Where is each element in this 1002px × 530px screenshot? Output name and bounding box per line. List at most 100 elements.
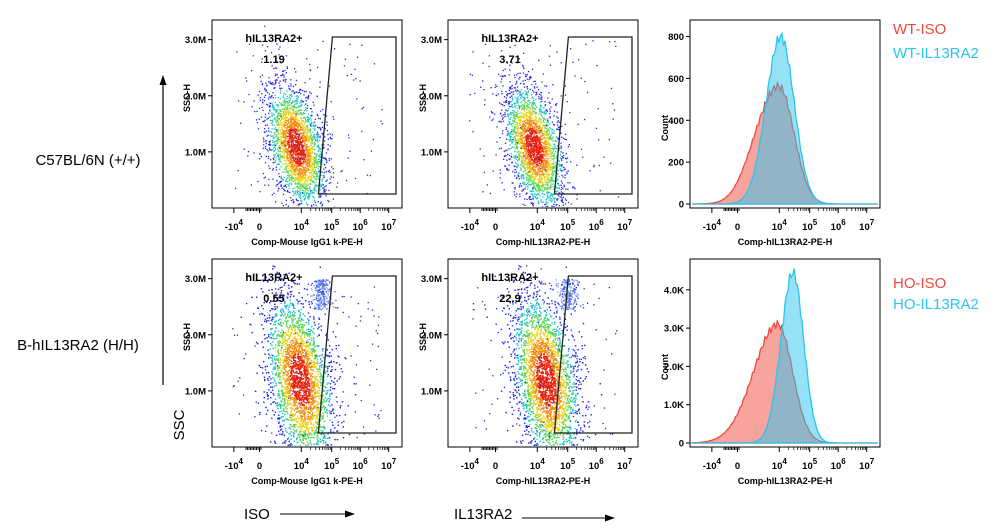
event-dot	[284, 136, 286, 138]
event-dot	[291, 221, 292, 222]
event-dot	[317, 166, 319, 168]
event-dot	[530, 137, 533, 139]
event-dot	[505, 127, 508, 129]
event-dot	[319, 136, 321, 139]
event-dot	[329, 145, 331, 147]
event-dot	[543, 150, 545, 153]
event-dot	[551, 138, 554, 140]
event-dot	[548, 179, 550, 181]
event-dot	[271, 124, 274, 126]
event-dot	[274, 134, 276, 136]
event-dot	[506, 94, 508, 96]
event-dot	[290, 98, 292, 100]
event-dot	[322, 184, 324, 186]
event-dot	[520, 94, 522, 96]
event-dot	[561, 164, 563, 166]
event-dot	[276, 121, 278, 123]
event-dot	[296, 178, 298, 180]
event-dot	[318, 196, 320, 198]
event-dot	[295, 157, 297, 159]
event-dot	[354, 68, 356, 70]
event-dot	[288, 155, 291, 157]
event-dot	[534, 195, 536, 197]
event-dot	[551, 170, 553, 173]
event-dot	[508, 93, 510, 95]
event-dot	[521, 116, 524, 118]
event-dot	[556, 155, 558, 157]
event-dot	[307, 159, 309, 161]
event-dot	[547, 225, 548, 226]
event-dot	[532, 110, 534, 112]
event-dot	[527, 161, 529, 164]
event-dot	[269, 110, 271, 112]
event-dot	[291, 105, 294, 108]
event-dot	[263, 144, 265, 146]
event-dot	[303, 142, 306, 145]
event-dot	[294, 174, 296, 176]
event-dot	[552, 155, 554, 157]
event-dot	[509, 92, 511, 95]
event-dot	[268, 178, 270, 181]
event-dot	[300, 183, 302, 186]
event-dot	[521, 145, 523, 147]
event-dot	[313, 165, 315, 167]
event-dot	[273, 132, 275, 134]
event-dot	[297, 162, 299, 165]
event-dot	[285, 152, 287, 154]
event-dot	[299, 144, 301, 146]
event-dot	[290, 115, 292, 117]
event-dot	[307, 151, 309, 153]
event-dot	[286, 109, 288, 111]
event-dot	[292, 134, 294, 137]
event-dot	[275, 166, 277, 168]
event-dot	[542, 209, 543, 210]
event-dot	[311, 174, 313, 176]
event-dot	[534, 141, 536, 143]
event-dot	[299, 177, 301, 180]
event-dot	[288, 140, 290, 142]
event-dot	[330, 138, 332, 140]
event-dot	[319, 160, 321, 163]
event-dot	[286, 152, 288, 154]
event-dot	[298, 171, 301, 173]
event-dot	[509, 140, 511, 142]
event-dot	[532, 168, 534, 170]
event-dot	[539, 163, 541, 165]
event-dot	[528, 160, 530, 162]
event-dot	[303, 136, 305, 139]
event-dot	[534, 144, 536, 147]
event-dot	[279, 87, 281, 89]
event-dot	[544, 130, 546, 132]
event-dot	[526, 73, 528, 76]
event-dot	[511, 142, 513, 144]
event-dot	[280, 141, 282, 143]
event-dot	[290, 104, 292, 106]
event-dot	[278, 118, 280, 120]
event-dot	[526, 151, 529, 153]
event-dot	[517, 98, 519, 100]
event-dot	[492, 118, 494, 120]
event-dot	[528, 79, 530, 81]
event-dot	[538, 152, 540, 154]
event-dot	[502, 130, 504, 132]
event-dot	[295, 100, 298, 102]
event-dot	[276, 130, 278, 132]
event-dot	[290, 139, 292, 141]
event-dot	[282, 136, 284, 138]
event-dot	[300, 176, 303, 178]
event-dot	[289, 157, 291, 159]
event-dot	[542, 120, 545, 122]
event-dot	[536, 120, 538, 122]
event-dot	[277, 115, 279, 118]
event-dot	[550, 149, 552, 151]
event-dot	[288, 85, 290, 87]
event-dot	[299, 196, 301, 198]
event-dot	[282, 124, 284, 126]
event-dot	[308, 151, 310, 153]
event-dot	[304, 178, 306, 180]
event-dot	[299, 146, 301, 149]
event-dot	[278, 125, 280, 127]
event-dot	[313, 122, 315, 124]
event-dot	[324, 136, 326, 138]
event-dot	[556, 213, 557, 214]
